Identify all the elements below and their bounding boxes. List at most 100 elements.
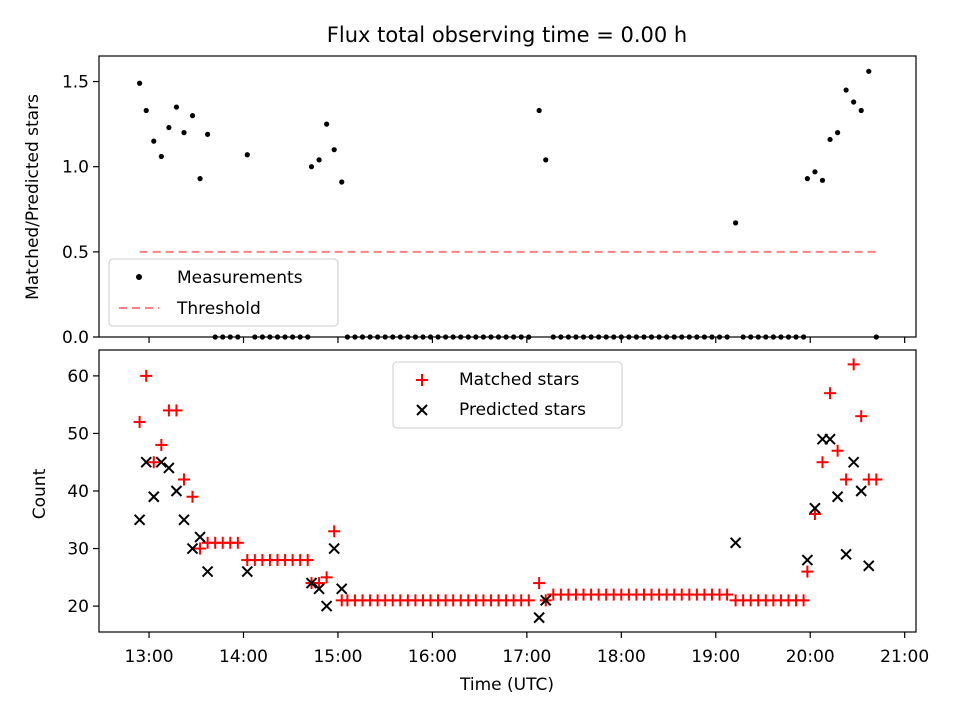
matched-star-point (178, 473, 191, 486)
matched-star-point (522, 594, 535, 607)
predicted-star-point (809, 502, 821, 514)
legend-predicted-label: Predicted stars (459, 400, 586, 420)
predicted-star-point (328, 542, 340, 555)
y-tick-label: 60 (67, 367, 89, 387)
predicted-star-point (201, 565, 214, 578)
y-tick-label: 50 (67, 424, 89, 444)
top-y-axis-label: Matched/Predicted stars (23, 94, 43, 300)
matched-star-point (824, 387, 837, 400)
measurement-point (189, 113, 196, 119)
predicted-star-point (313, 583, 325, 595)
predicted-star-point (320, 600, 333, 612)
matched-star-point (147, 456, 160, 469)
matched-star-point (140, 369, 153, 382)
x-tick-label: 17:00 (502, 647, 551, 667)
predicted-star-point (133, 514, 146, 526)
matched-star-point (831, 444, 844, 457)
measurement-point (804, 176, 810, 182)
matched-star-point (328, 525, 341, 538)
x-tick-label: 19:00 (691, 647, 740, 667)
bottom-axes-frame (98, 349, 917, 633)
measurement-point (536, 107, 542, 114)
predicted-star-point (840, 548, 852, 561)
matched-star-point (320, 571, 333, 584)
matched-star-point (155, 438, 168, 451)
measurement-point (244, 152, 250, 158)
predicted-star-point (241, 565, 253, 578)
measurement-point (181, 130, 187, 136)
measurement-point (143, 107, 149, 114)
legend-predicted-marker (416, 404, 428, 416)
measurement-point (166, 124, 172, 131)
measurement-point (866, 68, 872, 74)
measurement-point (851, 99, 857, 105)
top-title: Flux total observing time = 0.00 h (327, 23, 687, 47)
predicted-star-point (305, 577, 318, 589)
legend-measurements-label: Measurements (177, 268, 303, 288)
matched-star-point (721, 588, 734, 601)
matched-star-point (133, 415, 146, 428)
measurement-point (173, 104, 180, 110)
matched-star-point (847, 358, 860, 371)
predicted-star-point (140, 456, 152, 468)
x-tick-label: 18:00 (597, 647, 646, 667)
measurement-point (137, 80, 143, 86)
y-tick-label: 1.0 (62, 158, 89, 178)
measurement-point (339, 179, 345, 185)
measurement-point (858, 107, 864, 114)
matched-star-point (840, 473, 853, 486)
bottom-legend-box (392, 361, 623, 429)
matched-star-point (170, 404, 183, 417)
predicted-star-point (824, 433, 836, 445)
measurement-point (205, 131, 211, 137)
legend-threshold-label: Threshold (176, 299, 261, 319)
matched-star-point (816, 456, 829, 469)
top-legend: Measurements Threshold (108, 258, 339, 327)
matched-star-point (301, 554, 314, 567)
predicted-star-point (540, 594, 552, 607)
y-tick-label: 30 (67, 540, 89, 560)
x-tick-label: 15:00 (313, 647, 362, 667)
measurement-point (843, 87, 849, 93)
predicted-star-point (178, 514, 190, 526)
y-tick-label: 0.0 (62, 328, 89, 348)
measurement-point (158, 153, 164, 160)
x-axis-label: Time (UTC) (459, 675, 554, 695)
y-tick-label: 40 (67, 482, 89, 502)
x-tick-label: 21:00 (880, 647, 929, 667)
predicted-star-point (194, 531, 206, 543)
y-tick-label: 0.5 (62, 243, 89, 263)
matched-star-point (231, 536, 244, 549)
measurement-point (151, 138, 157, 144)
x-tick-label: 14:00 (219, 647, 268, 667)
x-tick-label: 13:00 (125, 647, 174, 667)
top-legend-box (108, 258, 339, 327)
predicted-star-point (336, 583, 348, 595)
matched-star-point (801, 565, 814, 578)
predicted-star-point (855, 485, 867, 497)
measurement-point (732, 220, 739, 226)
x-tick-label: 20:00 (786, 647, 835, 667)
matched-star-point (194, 542, 207, 555)
top-y-ticks: 0.0 0.5 1.0 1.5 (62, 73, 99, 348)
bottom-legend: Matched stars Predicted stars (392, 361, 623, 429)
bottom-y-ticks: 20 30 40 50 60 (67, 367, 99, 617)
measurement-point (316, 157, 322, 163)
bottom-y-axis-label: Count (30, 468, 50, 519)
top-panel: Flux total observing time = 0.00 h 0.00.… (23, 23, 917, 348)
predicted-star-point (863, 560, 875, 572)
measurement-point (812, 169, 818, 175)
matched-stars-points (133, 358, 883, 607)
predicted-star-point (729, 537, 742, 549)
predicted-star-point (170, 485, 183, 497)
matched-star-point (808, 508, 821, 521)
y-tick-label: 1.5 (62, 73, 89, 93)
matched-star-point (313, 577, 326, 590)
measurement-point (324, 121, 330, 127)
matched-star-point (870, 473, 883, 486)
measurement-point (197, 176, 203, 182)
measurement-point (819, 177, 826, 183)
measurement-point (308, 164, 315, 170)
bottom-panel: 20 30 40 50 60 13:00 14:00 15:00 16:00 17:00 18:0… (30, 349, 929, 695)
